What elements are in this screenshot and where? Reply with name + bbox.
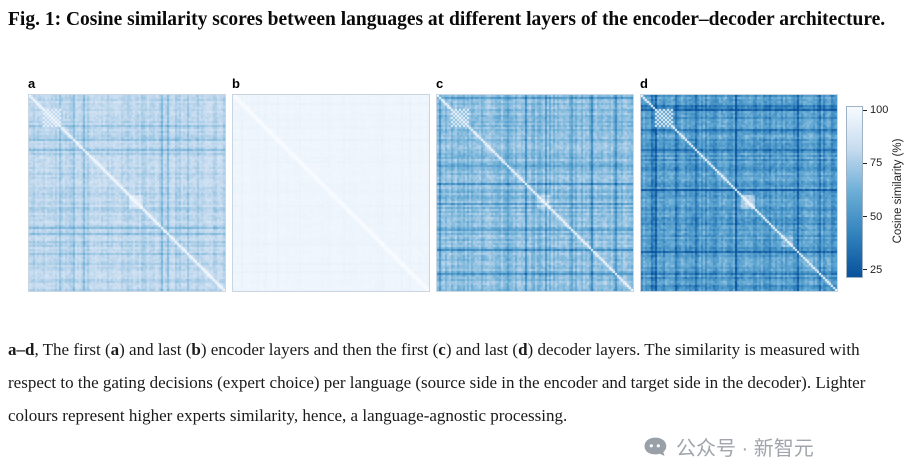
caption-segment: ) and last ( <box>445 340 519 359</box>
panel-label-c: c <box>436 76 444 91</box>
tick-label: 25 <box>870 263 883 276</box>
heatmap-canvas-c <box>436 94 634 292</box>
caption-segment: a–d <box>8 340 35 359</box>
tick-mark <box>863 109 867 111</box>
heatmap-panels: a b c d <box>28 76 838 292</box>
panel-label-d: d <box>640 76 648 91</box>
heatmap-canvas-a <box>28 94 226 292</box>
caption-segment: d <box>518 340 528 359</box>
tick-label: 50 <box>870 210 883 223</box>
watermark: 公众号 · 新智元 <box>642 432 814 461</box>
watermark-logo-icon <box>642 436 669 458</box>
heatmap-canvas-b <box>232 94 430 292</box>
heatmap-panel-a: a <box>28 76 226 292</box>
caption-segment: c <box>438 340 446 359</box>
caption-segment: , The first ( <box>34 340 111 359</box>
tick-mark <box>863 162 867 164</box>
caption-segment: ) decoder layers. The similarity is meas… <box>8 340 866 426</box>
colorbar-gradient <box>846 106 863 278</box>
figure-title: Fig. 1: Cosine similarity scores between… <box>8 9 886 30</box>
colorbar-tick-50: 50 <box>863 211 882 223</box>
panel-label-a: a <box>28 76 36 91</box>
panel-label-b: b <box>232 76 240 91</box>
watermark-text: 公众号 · 新智元 <box>676 438 814 460</box>
caption-segment: b <box>191 340 201 359</box>
tick-mark <box>863 269 867 271</box>
colorbar-tick-100: 100 <box>863 104 888 116</box>
tick-label: 75 <box>870 157 883 170</box>
caption-segment: ) and last ( <box>119 340 192 359</box>
colorbar-tick-75: 75 <box>863 157 882 169</box>
colorbar: 100 75 50 25 Cosine similarity (%) <box>846 104 910 278</box>
heatmap-panel-d: d <box>640 76 838 292</box>
figure-area: a b c d 100 75 50 25 Cosine similarity (%) <box>28 76 910 292</box>
tick-mark <box>863 216 867 217</box>
caption-segment: ) encoder layers and then the first ( <box>200 340 439 359</box>
figure-caption: a–d, The first (a) and last (b) encoder … <box>8 333 902 432</box>
colorbar-label: Cosine similarity (%) <box>892 138 904 244</box>
heatmap-panel-b: b <box>232 76 430 292</box>
tick-label: 100 <box>870 104 889 117</box>
caption-segment: a <box>110 340 120 359</box>
heatmap-panel-c: c <box>436 76 634 292</box>
colorbar-tick-25: 25 <box>863 264 882 276</box>
heatmap-canvas-d <box>640 94 838 292</box>
